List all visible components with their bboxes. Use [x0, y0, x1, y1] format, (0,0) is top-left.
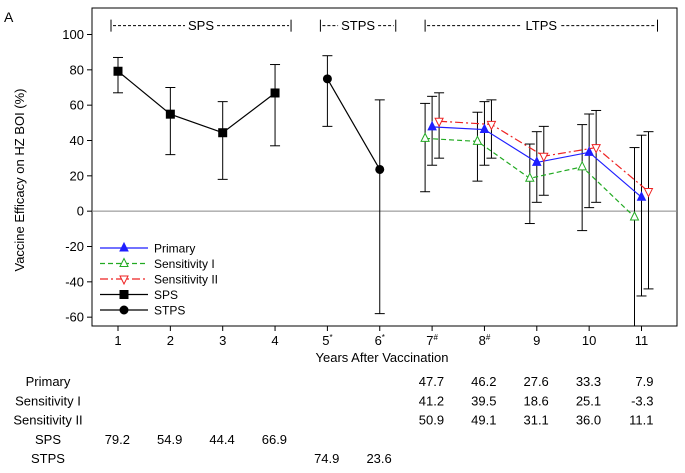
x-tick-label: 2	[167, 333, 174, 348]
data-point-primary	[636, 191, 647, 201]
table-cell: 23.6	[366, 451, 391, 466]
data-point-primary	[427, 120, 437, 131]
x-tick-superscript: #	[433, 333, 438, 342]
x-tick-label: 9	[533, 333, 540, 348]
table-cell: 50.9	[419, 413, 444, 428]
table-cell: 36.0	[576, 413, 601, 428]
y-axis-label: Vaccine Efficacy on HZ BOI (%)	[12, 88, 27, 271]
y-tick-label: -60	[65, 310, 84, 325]
table-cell: 54.9	[157, 432, 182, 447]
data-point-sensitivity-i	[420, 132, 430, 142]
y-tick-label: -20	[65, 239, 84, 254]
x-tick-label: 4	[271, 333, 278, 348]
data-point-sps	[270, 88, 280, 98]
table-cell: 39.5	[471, 393, 496, 408]
x-tick-superscript: #	[486, 333, 491, 342]
series-line-stps	[326, 78, 381, 170]
plot-frame	[91, 7, 678, 327]
data-point-stps	[375, 164, 385, 174]
table-cell: 27.6	[523, 374, 548, 389]
data-point-primary	[479, 123, 490, 134]
table-row-label: Primary	[26, 374, 71, 389]
data-point-sensitivity-ii	[643, 188, 654, 198]
x-tick-label: 5*	[322, 333, 332, 348]
x-axis-label: Years After Vaccination	[316, 350, 449, 365]
x-tick-label: 3	[219, 333, 226, 348]
legend-marker-sensitivity-ii	[119, 275, 129, 286]
group-label: STPS	[341, 18, 375, 33]
x-tick-label: 10	[582, 333, 596, 348]
legend-label-sensitivity-i: Sensitivity I	[154, 257, 215, 271]
y-tick-label: 80	[70, 62, 84, 77]
y-tick-label: 20	[70, 168, 84, 183]
y-tick-label: 100	[62, 27, 84, 42]
data-point-sensitivity-ii	[486, 120, 497, 131]
table-cell: 44.4	[209, 432, 234, 447]
group-label: SPS	[188, 18, 214, 33]
legend-marker-stps	[119, 305, 129, 315]
table-cell: -3.3	[631, 393, 653, 408]
legend-marker-sps	[119, 290, 129, 299]
data-point-stps	[322, 74, 332, 84]
series-line-sps	[117, 70, 276, 134]
data-point-sensitivity-i	[524, 172, 535, 182]
x-tick-label: 6*	[375, 333, 385, 348]
table-cell: 18.6	[523, 393, 548, 408]
data-point-primary	[584, 146, 594, 156]
table-cell: 47.7	[419, 374, 444, 389]
table-row-label: SPS	[35, 432, 61, 447]
data-point-sps	[113, 66, 123, 76]
data-point-sps	[218, 128, 228, 138]
table-row-label: Sensitivity I	[15, 393, 81, 408]
legend-marker-sensitivity-i	[119, 257, 129, 267]
data-point-sensitivity-i	[629, 210, 640, 221]
table-row-label: STPS	[31, 451, 65, 466]
table-cell: 7.9	[635, 374, 653, 389]
data-point-sensitivity-ii	[434, 117, 444, 128]
y-tick-label: 40	[70, 133, 84, 148]
legend-label-primary: Primary	[154, 242, 195, 256]
data-point-sensitivity-ii	[538, 152, 549, 163]
table-cell: 74.9	[314, 451, 339, 466]
y-tick-label: 0	[77, 204, 84, 219]
table-cell: 66.9	[262, 432, 287, 447]
table-cell: 33.3	[576, 374, 601, 389]
x-tick-label: 1	[114, 333, 121, 348]
x-tick-superscript: *	[382, 333, 385, 342]
table-cell: 79.2	[105, 432, 130, 447]
data-point-sensitivity-i	[577, 160, 587, 171]
y-tick-label: -40	[65, 274, 84, 289]
table-cell: 25.1	[576, 393, 601, 408]
legend-label-stps: STPS	[154, 304, 185, 318]
data-point-sensitivity-ii	[591, 144, 601, 154]
table-cell: 49.1	[471, 413, 496, 428]
group-label: LTPS	[526, 18, 558, 33]
legend-marker-primary	[119, 241, 129, 252]
table-cell: 11.1	[629, 413, 653, 428]
x-tick-label: 11	[635, 333, 649, 348]
panel-label: A	[4, 9, 14, 25]
table-row-label: Sensitivity II	[13, 413, 82, 428]
table-cell: 31.1	[523, 413, 548, 428]
table-cell: 46.2	[471, 374, 496, 389]
y-tick-label: 60	[70, 98, 84, 113]
legend-label-sps: SPS	[154, 288, 178, 302]
legend-label-sensitivity-ii: Sensitivity II	[154, 273, 218, 287]
x-tick-superscript: *	[329, 333, 332, 342]
data-point-primary	[531, 156, 542, 166]
data-point-sps	[165, 109, 175, 119]
data-point-sensitivity-i	[472, 135, 483, 145]
table-cell: 41.2	[419, 393, 444, 408]
